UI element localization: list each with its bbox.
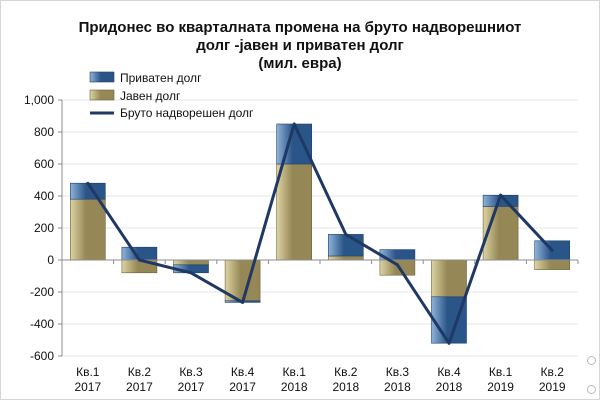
bar-private-5 (327, 234, 364, 257)
y-tick-label-8: 1,000 (24, 93, 54, 107)
x-tick-label-quarter-2: Кв.3 (179, 365, 203, 379)
bar-public-4 (276, 163, 313, 261)
x-tick-label-year-7: 2018 (436, 380, 463, 394)
x-tick-label-year-3: 2017 (229, 380, 256, 394)
y-tick-label-3: 0 (47, 253, 54, 267)
x-tick-label-quarter-1: Кв.2 (128, 365, 152, 379)
y-tick-label-7: 800 (34, 125, 54, 139)
x-tick-label-year-4: 2018 (281, 380, 308, 394)
line-point-1 (137, 258, 141, 262)
line-point-2 (189, 271, 193, 275)
bar-private-7 (431, 296, 467, 344)
line-point-3 (241, 300, 245, 304)
x-tick-label-quarter-6: Кв.3 (386, 365, 410, 379)
bar-public-7 (431, 259, 467, 298)
y-axis-ticks: -600 -400 -200 0 200 400 600 800 1,000 (24, 93, 54, 363)
x-tick-label-quarter-5: Кв.2 (334, 365, 358, 379)
x-tick-label-year-6: 2018 (384, 380, 411, 394)
chart-title-line-2: долг -јавен и приватен долг (196, 37, 404, 54)
y-tick-label-5: 400 (34, 189, 54, 203)
bars (70, 123, 571, 344)
x-tick-label-year-2: 2017 (178, 380, 205, 394)
x-tick-label-quarter-7: Кв.4 (437, 365, 461, 379)
chart-title: Придонес во кварталната промена на бруто… (79, 19, 522, 72)
legend-label-private: Приватен долг (120, 71, 202, 85)
line-point-0 (86, 181, 90, 185)
line-gross-external-debt (86, 122, 554, 345)
x-tick-label-quarter-9: Кв.2 (541, 365, 565, 379)
resize-handle-corner[interactable] (587, 385, 596, 394)
x-tick-label-year-8: 2019 (487, 380, 514, 394)
axes (58, 99, 579, 357)
line-point-7 (447, 341, 451, 345)
legend-swatch-private (89, 71, 115, 83)
legend: Приватен долг Јавен долг Бруто надвореше… (89, 71, 254, 120)
legend-label-public: Јавен долг (120, 89, 181, 103)
line-point-8 (499, 193, 503, 197)
line-point-4 (292, 122, 296, 126)
y-tick-label-6: 600 (34, 157, 54, 171)
x-tick-label-quarter-8: Кв.1 (489, 365, 513, 379)
line-point-6 (395, 263, 399, 267)
resize-handle-right[interactable] (587, 356, 596, 365)
x-tick-label-quarter-3: Кв.4 (231, 365, 255, 379)
bar-public-2 (173, 259, 209, 266)
y-tick-label-1: -400 (30, 317, 54, 331)
y-tick-label-0: -600 (30, 349, 54, 363)
bar-public-9 (534, 259, 571, 270)
line-point-9 (550, 248, 554, 252)
y-tick-label-4: 200 (34, 221, 54, 235)
line-series (86, 122, 554, 345)
legend-label-line: Бруто надворешен долг (120, 106, 254, 120)
bar-public-5 (327, 255, 364, 261)
bar-public-6 (379, 259, 416, 276)
bar-public-0 (70, 198, 106, 261)
x-tick-label-year-1: 2017 (126, 380, 153, 394)
legend-swatch-public (89, 89, 115, 101)
gridlines (62, 99, 578, 357)
x-tick-label-year-5: 2018 (332, 380, 359, 394)
x-axis-ticks: Кв.12017Кв.22017Кв.32017Кв.42017Кв.12018… (74, 365, 565, 394)
x-tick-label-year-0: 2017 (74, 380, 101, 394)
bar-private-4 (276, 123, 313, 165)
chart-title-line-1: Придонес во кварталната промена на бруто… (79, 19, 522, 36)
x-tick-label-year-9: 2019 (539, 380, 566, 394)
chart-title-line-3: (мил. евра) (258, 55, 341, 72)
y-tick-label-2: -200 (30, 285, 54, 299)
x-tick-label-quarter-0: Кв.1 (76, 365, 100, 379)
x-tick-label-quarter-4: Кв.1 (283, 365, 307, 379)
line-point-5 (344, 232, 348, 236)
